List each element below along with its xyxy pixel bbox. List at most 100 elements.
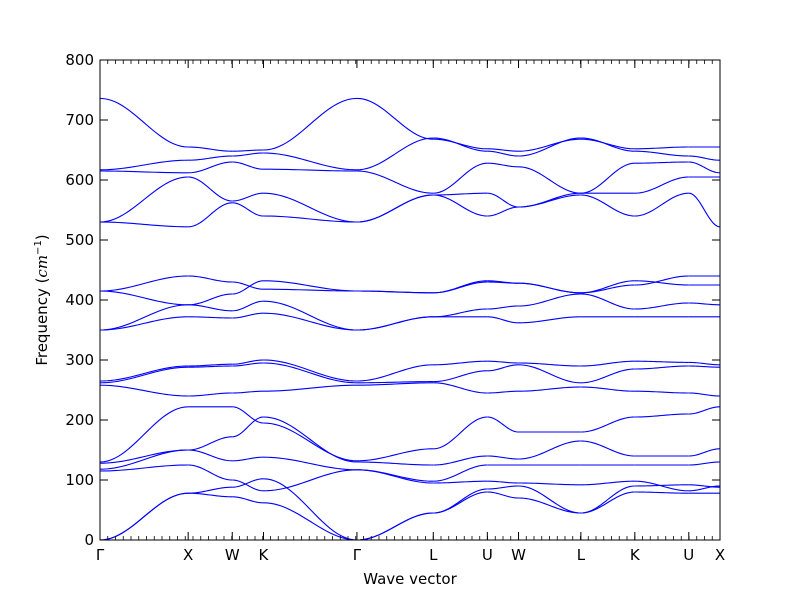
band-line — [487, 162, 519, 168]
y-tick-label: 800 — [65, 51, 94, 69]
band-line — [634, 161, 689, 164]
band-line — [188, 161, 233, 174]
x-axis-label: Wave vector — [363, 570, 457, 588]
band-line — [99, 384, 189, 397]
band-line — [99, 304, 189, 331]
band-line — [188, 155, 233, 161]
band-line — [99, 492, 189, 541]
band-line — [99, 406, 189, 463]
band-line — [232, 416, 264, 438]
x-tick-label: W — [225, 546, 240, 564]
band-line — [263, 469, 357, 492]
band-line — [263, 192, 357, 223]
band-line — [518, 364, 581, 384]
band-line — [688, 461, 721, 466]
band-line — [433, 360, 488, 366]
band-line — [99, 221, 189, 228]
band-line — [232, 362, 264, 367]
y-axis-label: Frequency (cm−1) — [33, 234, 51, 365]
band-line — [99, 449, 189, 464]
band-line — [188, 176, 233, 202]
band-line — [232, 478, 264, 488]
band-line — [518, 194, 581, 208]
band-line — [99, 365, 189, 382]
band-line — [263, 312, 357, 331]
x-tick-label: L — [577, 546, 586, 564]
band-line — [518, 293, 581, 307]
x-tick-label: X — [715, 546, 725, 564]
plot-area — [99, 59, 721, 541]
band-line — [188, 304, 233, 312]
band-line — [634, 302, 689, 310]
band-line — [688, 155, 721, 161]
band-line — [188, 392, 233, 397]
band-line — [688, 302, 721, 306]
band-line — [356, 382, 434, 386]
band-line — [188, 363, 233, 367]
band-line — [99, 449, 189, 470]
band-line — [188, 492, 233, 498]
y-axis-label-exponent: −1 — [33, 240, 44, 255]
band-line — [433, 464, 488, 482]
band-line — [487, 455, 519, 460]
band-line — [580, 368, 635, 384]
band-line — [263, 362, 357, 384]
band-line — [433, 192, 488, 196]
band-line — [433, 194, 488, 217]
band-line — [263, 478, 357, 541]
band-line — [263, 502, 357, 541]
x-tick-label: Γ — [96, 546, 105, 564]
band-line — [634, 275, 689, 286]
band-line — [99, 170, 189, 174]
band-line — [487, 480, 519, 484]
minor-ticks — [99, 60, 721, 540]
band-line — [188, 146, 233, 152]
band-line — [356, 381, 434, 384]
x-tick-label: Γ — [353, 546, 362, 564]
band-line — [433, 370, 488, 383]
band-line — [356, 364, 434, 382]
band-line — [356, 469, 434, 482]
band-line — [688, 361, 721, 366]
band-line — [433, 138, 488, 150]
band-line — [518, 386, 581, 392]
band-line — [518, 485, 581, 514]
band-line — [356, 461, 434, 466]
band-line — [356, 512, 434, 541]
band-line — [356, 97, 434, 140]
band-line — [356, 290, 434, 294]
band-line — [356, 448, 434, 462]
band-line — [487, 485, 519, 490]
band-line — [356, 137, 434, 171]
band-line — [518, 482, 581, 486]
x-tick-label: X — [183, 546, 193, 564]
band-line — [634, 491, 689, 494]
band-line — [232, 390, 264, 394]
band-line — [99, 464, 189, 472]
y-tick-label: 200 — [65, 411, 94, 429]
band-line — [518, 166, 581, 194]
band-line — [99, 275, 189, 292]
band-line — [634, 150, 689, 157]
band-line — [263, 456, 357, 471]
band-line — [634, 360, 689, 363]
band-line — [580, 480, 635, 486]
band-line — [688, 485, 721, 492]
band-line — [688, 406, 721, 415]
band-line — [99, 290, 189, 306]
band-line — [634, 413, 689, 418]
band-line — [188, 293, 233, 306]
band-line — [188, 275, 233, 283]
band-line — [433, 382, 488, 394]
band-line — [487, 390, 519, 394]
band-line — [518, 192, 581, 208]
band-line — [232, 152, 264, 157]
y-axis-label-unit: cm — [33, 255, 51, 278]
band-line — [263, 300, 357, 331]
band-line — [634, 192, 689, 217]
band-line — [518, 138, 581, 152]
band-line — [518, 362, 581, 367]
x-tick-label: K — [259, 546, 270, 564]
band-line — [580, 360, 635, 367]
y-tick-label: 0 — [84, 531, 94, 549]
